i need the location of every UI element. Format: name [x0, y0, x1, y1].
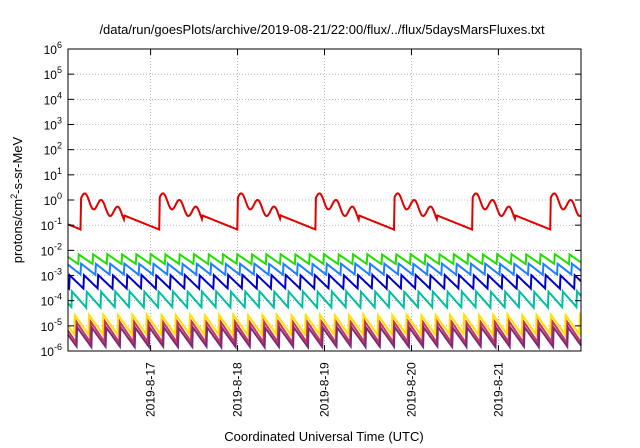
y-tick-label-exp: 5: [57, 65, 62, 75]
y-axis-label-main: protons/cm: [10, 199, 25, 263]
y-tick-label-base: 10: [44, 194, 58, 208]
y-tick-label-base: 10: [41, 320, 55, 334]
y-tick-label: 102: [44, 141, 62, 158]
y-tick-label: 10-5: [41, 317, 62, 334]
y-tick-label-exp: -5: [54, 317, 62, 327]
y-tick-label-exp: -4: [54, 292, 62, 302]
y-tick-label-exp: 2: [57, 141, 62, 151]
series-line-6: [67, 317, 582, 347]
y-tick-label-base: 10: [41, 345, 55, 359]
series-line-0: [67, 192, 582, 232]
y-axis-label-rest: -s-sr-MeV: [10, 136, 25, 193]
y-tick-label-exp: -3: [54, 267, 62, 277]
y-tick-label-base: 10: [44, 93, 58, 107]
y-tick-label-exp: 3: [57, 116, 62, 126]
y-tick-label-exp: -6: [54, 342, 62, 352]
x-tick-label: 2019-8-19: [318, 362, 332, 417]
y-tick-label: 10-1: [41, 216, 62, 233]
y-tick-label: 104: [44, 90, 62, 107]
y-tick-label: 106: [44, 40, 62, 57]
series-line-3: [67, 272, 582, 292]
y-tick-label: 10-6: [41, 342, 62, 359]
y-tick-label-base: 10: [44, 119, 58, 133]
y-tick-label-base: 10: [41, 219, 55, 233]
y-tick-label: 10-4: [41, 292, 62, 309]
x-tick-label: 2019-8-21: [491, 362, 505, 417]
y-tick-label-base: 10: [44, 43, 58, 57]
y-tick-label-base: 10: [44, 144, 58, 158]
y-tick-label-exp: 6: [57, 40, 62, 50]
y-tick-label-base: 10: [44, 169, 58, 183]
y-axis-label-sup: 2: [9, 194, 19, 199]
y-tick-label-base: 10: [41, 244, 55, 258]
chart-title: /data/run/goesPlots/archive/2019-08-21/2…: [99, 22, 545, 37]
y-tick-label: 105: [44, 65, 62, 82]
y-tick-label: 100: [44, 191, 62, 208]
y-tick-label: 101: [44, 166, 62, 183]
y-tick-label-exp: -2: [54, 241, 62, 251]
x-axis: 2019-8-17 2019-8-18 2019-8-19 2019-8-20 2019…: [144, 49, 505, 417]
x-tick-label: 2019-8-18: [231, 362, 245, 417]
x-tick-label: 2019-8-20: [404, 362, 418, 417]
y-tick-label-base: 10: [41, 295, 55, 309]
x-tick-label: 2019-8-17: [144, 362, 158, 417]
series-line-2: [67, 261, 582, 277]
y-tick-label-exp: 0: [57, 191, 62, 201]
series-layer: [67, 192, 582, 351]
y-tick-label: 103: [44, 116, 62, 133]
y-axis-label: protons/cm2-s-sr-MeV: [9, 136, 25, 263]
y-tick-label: 10-3: [41, 267, 62, 284]
y-axis: 10-610-510-410-310-210-11001011021031041…: [41, 40, 581, 359]
x-axis-label: Coordinated Universal Time (UTC): [224, 429, 423, 444]
y-tick-label-base: 10: [41, 270, 55, 284]
y-tick-label-exp: 1: [57, 166, 62, 176]
series-line-1: [67, 252, 582, 267]
y-tick-label: 10-2: [41, 241, 62, 258]
series-line-5: [67, 311, 582, 338]
y-tick-label-exp: 4: [57, 90, 62, 100]
y-tick-label-exp: -1: [54, 216, 62, 226]
y-tick-label-base: 10: [44, 68, 58, 82]
series-line-7: [67, 323, 582, 351]
series-line-4: [67, 288, 582, 311]
